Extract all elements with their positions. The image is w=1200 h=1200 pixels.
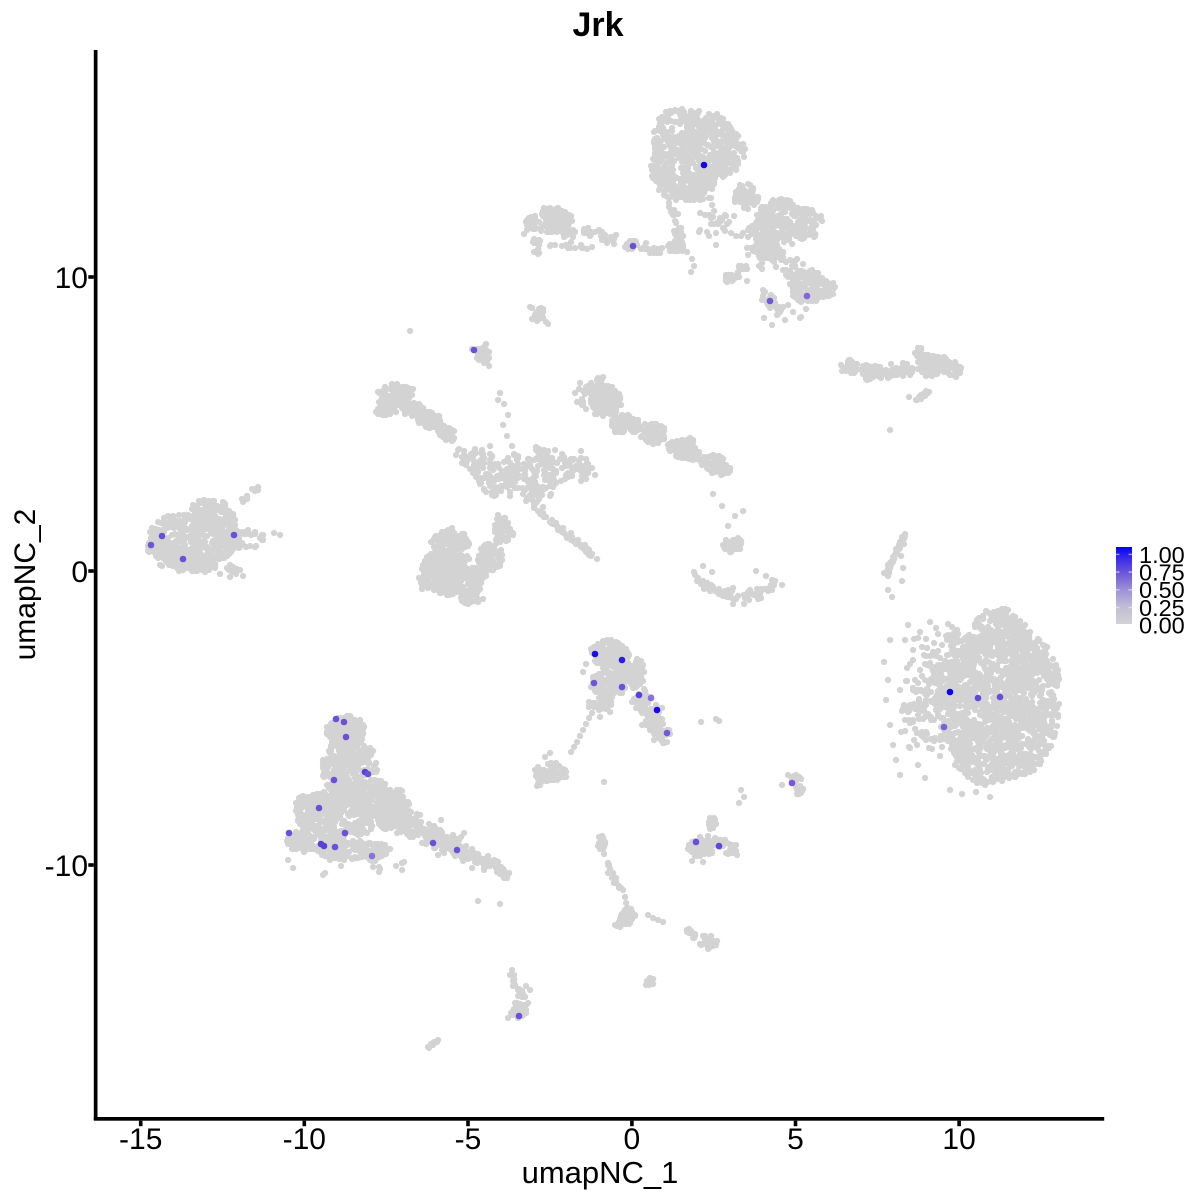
- svg-text:-15: -15: [119, 1123, 162, 1156]
- svg-text:0: 0: [624, 1123, 641, 1156]
- svg-text:0.25: 0.25: [1139, 595, 1185, 621]
- svg-text:10: 10: [942, 1123, 975, 1156]
- svg-text:umapNC_1: umapNC_1: [522, 1155, 679, 1190]
- svg-text:10: 10: [55, 262, 88, 295]
- svg-text:-10: -10: [45, 850, 88, 883]
- svg-text:5: 5: [787, 1123, 804, 1156]
- svg-text:0.50: 0.50: [1139, 577, 1185, 603]
- svg-text:0.00: 0.00: [1139, 613, 1185, 639]
- svg-text:-10: -10: [283, 1123, 326, 1156]
- svg-text:umapNC_2: umapNC_2: [9, 509, 42, 661]
- svg-text:0: 0: [71, 556, 88, 589]
- svg-text:-5: -5: [455, 1123, 482, 1156]
- svg-text:Jrk: Jrk: [572, 6, 623, 44]
- svg-text:1.00: 1.00: [1139, 542, 1185, 568]
- svg-text:0.75: 0.75: [1139, 560, 1185, 586]
